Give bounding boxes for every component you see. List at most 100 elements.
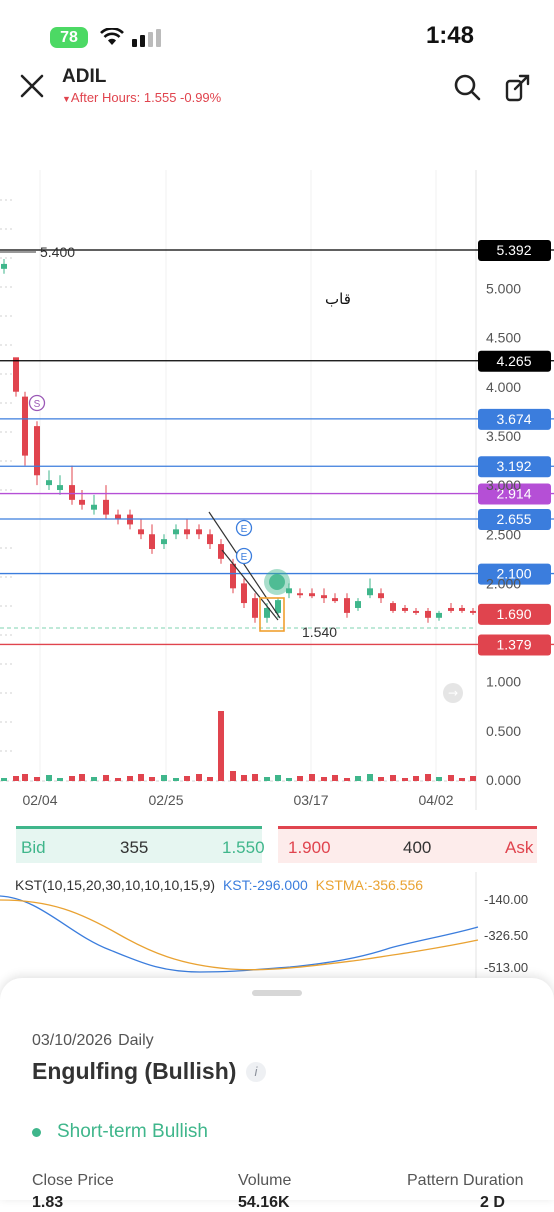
search-icon[interactable] [452,72,482,102]
volume-bar [79,774,85,781]
volume-bar [241,775,247,781]
kst-params: KST(10,15,20,30,10,10,10,15,9) [15,877,216,893]
candle [173,524,179,540]
price-tick: 4.000 [486,379,521,395]
candlesticks [1,259,476,623]
price-level-badge [478,563,551,585]
price-tick: 0.000 [486,772,521,788]
date-tick: 03/17 [293,792,328,808]
sheet-drag-handle[interactable] [252,990,302,996]
volume-bar [286,778,292,781]
price-tick: 3.500 [486,428,521,444]
pattern-duration-value: 2 D [480,1194,505,1211]
candle [138,519,144,540]
signal-marker-e[interactable]: E [235,519,253,537]
candle [390,601,396,613]
date-tick: 02/25 [148,792,183,808]
candle [252,593,258,623]
kst-tick: -326.50 [484,928,528,943]
pattern-detail-sheet[interactable]: 03/10/2026 Daily Engulfing (Bullish) i Sh… [0,978,554,1211]
price-level-badge [478,603,551,625]
volume-bar [196,774,202,781]
volume-bar [161,775,167,781]
ask-panel[interactable]: 1.900 400 Ask [278,826,537,863]
candle [470,607,476,615]
candle [184,519,190,540]
ticker-symbol: ADIL [62,66,107,87]
pattern-box [259,597,285,632]
volume-bar [138,774,144,781]
price-level-value: 1.690 [496,606,531,622]
candle [241,578,247,608]
candle [367,578,373,599]
signal-marker-e[interactable]: E [235,547,253,565]
volume-bar [275,775,281,781]
bid-label: Bid [21,838,46,857]
price-level-lines: 5.392 4.265 3.674 3.192 2.914 2.655 2.100 1.690… [0,239,554,656]
candle [161,534,167,549]
pattern-title: Engulfing (Bullish) [32,1058,237,1084]
battery-indicator: 78 [50,27,88,48]
candle [309,588,315,599]
trendline [221,549,279,621]
pattern-date: 03/10/2026 Daily [32,1032,154,1049]
svg-text:→: → [448,686,458,700]
info-icon[interactable]: i [246,1062,266,1082]
date-tick: 02/04 [22,792,57,808]
status-bar: 78 1:48 [0,0,554,60]
date-axis: 02/04 02/25 03/17 04/02 [22,792,453,808]
signal-marker-s[interactable]: S [28,394,46,412]
down-arrow-icon: ▼ [62,94,71,104]
chart-annotation: قاب [325,290,351,308]
volume-bar [321,777,327,781]
svg-text:E: E [241,524,248,535]
ask-size: 400 [403,838,432,857]
volume-bar [91,777,97,781]
svg-text:E: E [241,552,248,563]
ask-price: 1.900 [288,838,331,857]
price-level-value: 4.265 [496,353,531,369]
candle [57,475,63,495]
price-level-badge [478,456,551,478]
price-chart[interactable]: 5.392 4.265 3.674 3.192 2.914 2.655 2.100 1.690… [0,170,554,810]
volume-bars [1,711,476,781]
candle [69,465,75,505]
candle [297,588,303,599]
candle [332,593,338,604]
volume-bar [402,778,408,781]
price-level-value: 3.192 [496,458,531,474]
ask-label: Ask [505,838,534,857]
candle [448,603,454,613]
candle [149,524,155,554]
candle [22,391,28,466]
close-price-label: Close Price [32,1172,114,1189]
price-axis: 5.000 4.500 4.000 3.500 3.000 2.500 2.000 1.000… [486,281,521,789]
volume-bar [470,776,476,781]
date-tick: 04/02 [418,792,453,808]
signal-icon [132,29,161,47]
pattern-duration-label: Pattern Duration [407,1172,524,1189]
kst-legend: KST(10,15,20,30,10,10,10,15,9) KST:-296.… [15,877,423,893]
volume-bar [103,775,109,781]
price-level-value: 2.655 [496,511,531,527]
volume-bar [173,778,179,781]
volume-bar [332,775,338,781]
price-tick: 1.000 [486,674,521,690]
kst-indicator-chart[interactable]: -140.00 -326.50 -513.00 [0,872,554,978]
volume-bar [459,778,465,781]
share-icon[interactable] [503,72,533,102]
price-tick: 4.500 [486,330,521,346]
price-tick: 3.000 [486,477,521,493]
candle [196,524,202,540]
price-tick: 5.000 [486,281,521,297]
candle [207,529,213,549]
trendline [208,511,281,619]
bid-panel[interactable]: Bid 355 1.550 [16,826,265,863]
scroll-to-latest-button[interactable] [443,683,463,703]
volume-bar [46,775,52,781]
volume-bar [378,777,384,781]
candle [378,588,384,604]
close-icon[interactable] [18,72,46,100]
volume-bar [13,776,19,781]
price-level-value: 2.100 [496,566,531,582]
